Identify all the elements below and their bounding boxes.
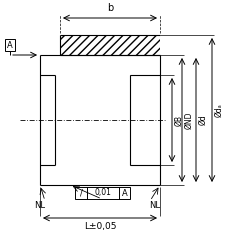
Text: Ød: Ød [198,114,207,126]
Bar [60,35,160,55]
Text: ØND: ØND [184,111,193,129]
Text: NL: NL [34,200,46,209]
Text: b: b [107,3,113,13]
Text: 0,01: 0,01 [94,188,112,198]
Text: NL: NL [150,200,160,209]
Text: A: A [122,188,128,198]
Text: Ødₐ: Ødₐ [214,103,223,117]
Text: A: A [7,40,13,50]
Text: /: / [80,188,82,198]
Text: L±0,05: L±0,05 [84,222,116,231]
Text: ØB: ØB [174,114,183,126]
Bar [75,187,130,199]
